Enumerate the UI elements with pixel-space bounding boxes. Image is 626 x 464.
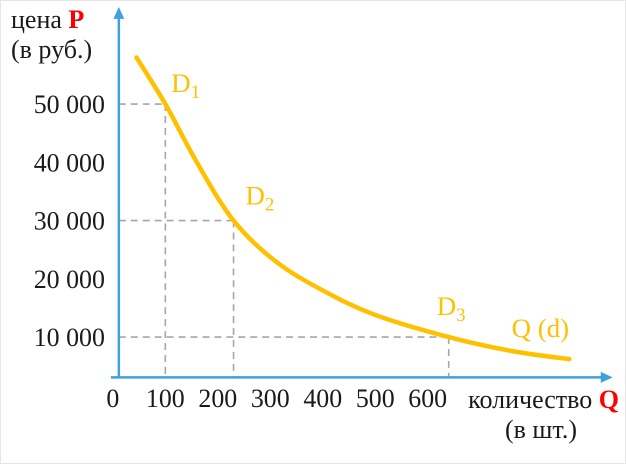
x-axis-title-line: количество Q — [468, 385, 619, 415]
x-axis-title-text: количество — [468, 385, 593, 414]
x-tick-label-0: 0 — [106, 384, 119, 413]
y-tick-label-10000: 10 000 — [34, 323, 105, 352]
x-tick-label-300: 300 — [251, 384, 290, 413]
curve-label: Q (d) — [512, 313, 569, 343]
point-label-d2: D2 — [246, 181, 275, 216]
x-axis-unit: (в шт.) — [504, 415, 577, 444]
point-label-d3: D3 — [437, 291, 466, 326]
x-tick-label-200: 200 — [198, 384, 237, 413]
y-tick-label-20000: 20 000 — [34, 265, 105, 294]
x-tick-label-400: 400 — [303, 384, 342, 413]
y-tick-label-50000: 50 000 — [34, 90, 105, 119]
y-tick-label-40000: 40 000 — [34, 148, 105, 177]
x-axis-title: количество Q (в шт.) — [468, 385, 619, 445]
y-tick-label-30000: 30 000 — [34, 207, 105, 236]
x-axis-arrow — [600, 371, 613, 383]
x-tick-label-100: 100 — [146, 384, 185, 413]
y-axis-arrow — [113, 6, 125, 19]
y-axis-title-text: цена — [11, 5, 62, 34]
x-tick-label-500: 500 — [356, 384, 395, 413]
y-axis-title-line: цена P — [11, 5, 92, 35]
x-tick-label-600: 600 — [408, 384, 447, 413]
point-label-d1: D1 — [171, 68, 200, 103]
x-axis-symbol: Q — [598, 385, 619, 414]
y-axis-symbol: P — [68, 5, 85, 34]
y-axis-title: цена P (в руб.) — [11, 5, 92, 65]
demand-curve — [134, 55, 572, 362]
y-axis-unit: (в руб.) — [11, 35, 93, 64]
